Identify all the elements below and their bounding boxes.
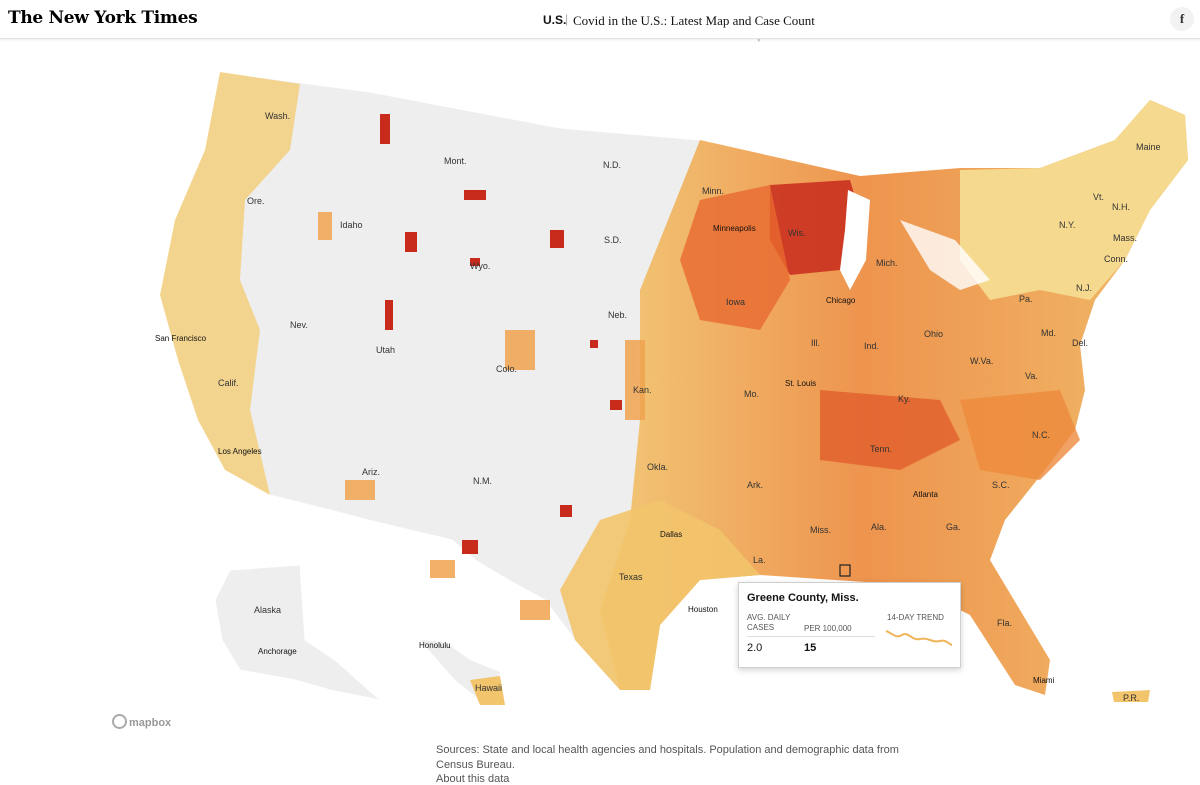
state-label: Okla. <box>647 462 668 472</box>
state-label: Ill. <box>811 338 820 348</box>
state-label: Vt. <box>1093 192 1104 202</box>
state-label: Ind. <box>864 341 879 351</box>
state-label: Ky. <box>898 394 910 404</box>
tooltip-per100k-header: PER 100,000 <box>804 624 852 633</box>
mapbox-attribution[interactable]: mapbox <box>112 714 171 729</box>
tooltip-per100k-value: 15 <box>804 642 817 654</box>
city-label: Chicago <box>826 296 856 305</box>
hawaii-big-island <box>470 676 505 705</box>
city-label: Miami <box>1033 676 1055 685</box>
state-label: Ariz. <box>362 467 380 477</box>
state-label: Hawaii <box>475 683 502 693</box>
state-label: Ohio <box>924 329 943 339</box>
facebook-icon[interactable]: f <box>1170 7 1194 31</box>
western-hotspots <box>380 114 622 554</box>
wisconsin-hotspot <box>770 180 862 275</box>
state-label: Fla. <box>997 618 1012 628</box>
selected-county-outline <box>839 564 851 577</box>
state-label: Calif. <box>218 378 239 388</box>
state-label: N.M. <box>473 476 492 486</box>
state-label: Wash. <box>265 111 290 121</box>
city-labels: San Francisco Minneapolis Chicago St. Lo… <box>155 224 1055 685</box>
city-label: San Francisco <box>155 334 207 343</box>
state-label: Neb. <box>608 310 627 320</box>
state-label: Iowa <box>726 297 745 307</box>
puerto-rico <box>1112 690 1150 702</box>
state-label: Miss. <box>810 525 831 535</box>
tooltip-divider <box>747 636 875 637</box>
state-label: Utah <box>376 345 395 355</box>
northeast-light-region <box>960 100 1188 300</box>
state-label: Mont. <box>444 156 467 166</box>
nyt-logo[interactable]: The New York Times <box>8 8 198 28</box>
section-link[interactable]: U.S. <box>543 13 567 27</box>
top-bar: The New York Times U.S. | Covid in the U… <box>0 0 1200 39</box>
state-label: W.Va. <box>970 356 993 366</box>
county-tooltip: Greene County, Miss. AVG. DAILY CASES PE… <box>738 582 961 668</box>
city-label: St. Louis <box>785 379 816 388</box>
state-label: Conn. <box>1104 254 1128 264</box>
western-warm-patches <box>318 212 645 620</box>
state-label: La. <box>753 555 766 565</box>
page-title: Covid in the U.S.: Latest Map and Case C… <box>573 13 815 28</box>
tooltip-avg-value: 2.0 <box>747 642 763 654</box>
sources-note: Sources: State and local health agencies… <box>436 744 899 771</box>
city-label: Dallas <box>660 530 682 539</box>
tennessee-hotspot <box>820 390 960 470</box>
state-label: Tenn. <box>870 444 892 454</box>
tooltip-county-name: Greene County, Miss. <box>747 592 859 604</box>
tooltip-trend-header: 14-DAY TREND <box>887 613 944 622</box>
state-label: Wyo. <box>470 261 490 271</box>
state-label: Md. <box>1041 328 1056 338</box>
state-label: Texas <box>619 572 643 582</box>
state-label: Del. <box>1072 338 1088 348</box>
state-labels: Wash. Mont. N.D. Minn. Ore. Idaho S.D. W… <box>218 111 1161 703</box>
city-label: Honolulu <box>419 641 451 650</box>
state-label: Minn. <box>702 186 724 196</box>
about-data-link[interactable]: About this data <box>436 773 510 785</box>
state-label: Maine <box>1136 142 1161 152</box>
covid-case-map[interactable]: Wash. Mont. N.D. Minn. Ore. Idaho S.D. W… <box>0 40 1200 730</box>
state-label: Mich. <box>876 258 898 268</box>
state-label: Kan. <box>633 385 652 395</box>
state-label: N.J. <box>1076 283 1092 293</box>
state-label: Va. <box>1025 371 1038 381</box>
alaska <box>214 564 382 701</box>
state-label: Nev. <box>290 320 308 330</box>
state-label: Ark. <box>747 480 763 490</box>
state-label: Idaho <box>340 220 363 230</box>
state-label: Alaska <box>254 605 281 615</box>
state-label: Colo. <box>496 364 517 374</box>
city-label: Los Angeles <box>218 447 262 456</box>
mapbox-logo-icon <box>112 714 127 729</box>
state-label: S.D. <box>604 235 622 245</box>
carolina-region <box>960 390 1080 480</box>
state-label: N.H. <box>1112 202 1130 212</box>
header-separator: | <box>565 12 569 26</box>
great-lakes-east <box>900 220 990 290</box>
trend-sparkline <box>885 630 953 646</box>
state-label: Mass. <box>1113 233 1137 243</box>
city-label: Minneapolis <box>713 224 756 233</box>
state-label: N.Y. <box>1059 220 1075 230</box>
midwest-hotspot <box>680 185 790 330</box>
state-label: N.C. <box>1032 430 1050 440</box>
state-label: Pa. <box>1019 294 1033 304</box>
state-label: S.C. <box>992 480 1010 490</box>
city-label: Anchorage <box>258 647 297 656</box>
state-label: Ore. <box>247 196 265 206</box>
state-label: N.D. <box>603 160 621 170</box>
state-label: Ga. <box>946 522 961 532</box>
city-label: Atlanta <box>913 490 938 499</box>
tooltip-avg-header: AVG. DAILY CASES <box>747 613 791 632</box>
lake-michigan <box>840 190 870 290</box>
west-coast-region <box>160 72 300 495</box>
texas-region <box>560 500 760 690</box>
state-label: Mo. <box>744 389 759 399</box>
state-label: Ala. <box>871 522 887 532</box>
state-label: P.R. <box>1123 693 1139 703</box>
city-label: Houston <box>688 605 718 614</box>
state-label: Wis. <box>788 228 806 238</box>
